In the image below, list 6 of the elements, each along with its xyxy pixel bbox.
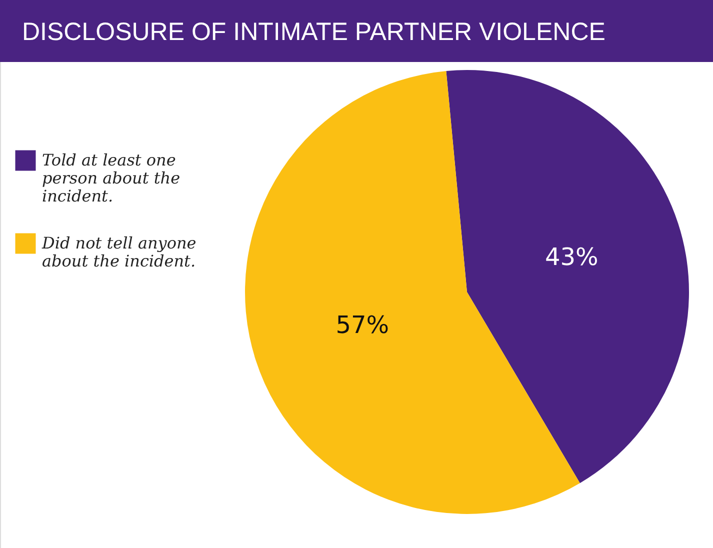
- legend-label: Did not tell anyone about the incident.: [41, 234, 196, 270]
- data-label: 57%: [336, 310, 390, 339]
- data-label: 43%: [544, 243, 598, 272]
- chart-title: DISCLOSURE OF INTIMATE PARTNER VIOLENCE: [22, 18, 606, 46]
- pie-slice: [446, 70, 689, 484]
- legend-label: Told at least one person about the incident.: [42, 150, 180, 206]
